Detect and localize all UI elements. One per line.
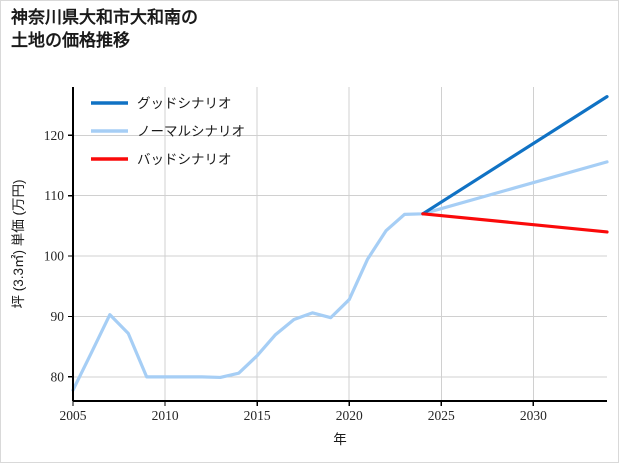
series-line: [421, 95, 609, 216]
legend-label: ノーマルシナリオ: [137, 124, 245, 139]
x-tick-label: 2020: [336, 408, 363, 423]
legend-label: バッドシナリオ: [137, 152, 232, 167]
y-tick-label: 80: [51, 369, 65, 384]
legend-label: グッドシナリオ: [137, 96, 232, 111]
y-tick-label: 120: [44, 128, 65, 143]
x-tick-label: 2005: [60, 408, 87, 423]
x-tick-label: 2015: [244, 408, 271, 423]
y-tick-label: 90: [51, 309, 65, 324]
axes-group: [72, 87, 607, 402]
x-tick-label: 2025: [428, 408, 455, 423]
x-tick-label: 2010: [152, 408, 179, 423]
x-tick-labels-group: 2005 2010 2015 2020 2025 2030: [60, 408, 548, 423]
series-line: [71, 160, 609, 392]
series-group: [71, 95, 609, 392]
y-tick-labels-group: 80 90 100 110 120: [44, 128, 65, 385]
y-tick-label: 100: [44, 249, 65, 264]
chart-title: 神奈川県大和市大和南の 土地の価格推移: [11, 8, 198, 50]
series-line: [421, 212, 609, 234]
y-tick-label: 110: [44, 188, 64, 203]
gridlines-group: [68, 134, 607, 378]
x-axis-title: 年: [333, 432, 347, 447]
x-tick-label: 2030: [520, 408, 547, 423]
y-axis-title: 坪 (3.3㎡) 単価 (万円): [11, 179, 26, 308]
